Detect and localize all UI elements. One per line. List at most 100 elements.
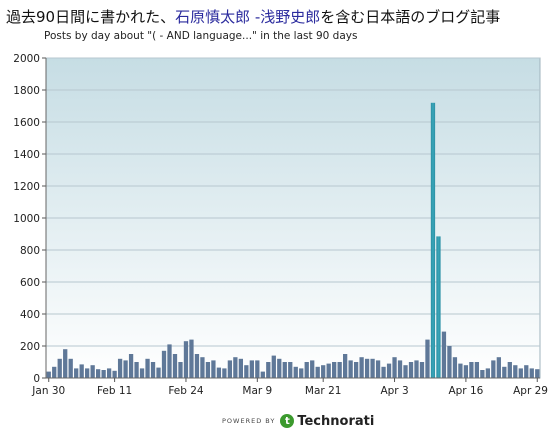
bar <box>370 358 375 378</box>
bar-chart: 0 200 400 600 800 1000 1200 1400 1600 1800 2000 Jan… <box>13 53 548 397</box>
y-tick-label: 1800 <box>13 85 40 97</box>
title-query[interactable]: 石原慎太郎 -浅野史郎 <box>175 8 321 26</box>
bar <box>90 365 95 378</box>
bar <box>227 360 233 378</box>
bar <box>216 367 222 378</box>
bar <box>397 360 403 378</box>
y-tick-label: 400 <box>20 309 40 321</box>
bar <box>299 368 304 378</box>
bar <box>150 362 156 378</box>
bar <box>260 371 265 378</box>
bar <box>315 366 320 378</box>
bar <box>282 362 287 378</box>
bar <box>277 358 282 378</box>
bar <box>518 368 523 378</box>
x-tick-label: Feb 11 <box>97 385 132 397</box>
bar <box>381 366 386 378</box>
x-tick-label: Mar 9 <box>242 385 272 397</box>
bar <box>408 362 414 378</box>
bar <box>271 355 276 378</box>
bar <box>375 360 381 378</box>
powered-by-footer[interactable]: POWERED BY t Technorati <box>222 412 374 430</box>
bar <box>326 363 331 378</box>
x-tick-label: Feb 24 <box>168 385 204 397</box>
bar <box>145 358 150 378</box>
bar <box>419 362 425 378</box>
spike-bar <box>436 236 441 378</box>
bar <box>52 366 57 378</box>
bar <box>238 358 243 378</box>
bar <box>348 360 353 378</box>
bar <box>496 357 501 378</box>
bar <box>458 363 463 378</box>
bar <box>255 360 260 378</box>
bar <box>205 362 211 378</box>
bar <box>535 369 540 378</box>
bar <box>293 366 298 378</box>
title-prefix: 過去90日間に書かれた、 <box>6 8 176 26</box>
bar <box>474 362 480 378</box>
bar <box>68 358 73 378</box>
bar <box>266 362 271 378</box>
bar <box>321 365 326 378</box>
bar <box>211 360 216 378</box>
x-tick-label: Apr 16 <box>448 385 483 397</box>
bar <box>244 365 249 378</box>
bar <box>491 360 496 378</box>
bar <box>79 364 84 378</box>
bar <box>529 368 534 378</box>
y-tick-label: 1600 <box>13 117 40 129</box>
bar <box>167 344 172 378</box>
y-tick-label: 200 <box>20 341 40 353</box>
bar <box>392 357 397 378</box>
bar <box>507 362 512 378</box>
bar <box>189 339 194 378</box>
title-suffix: を含む日本語のブログ記事 <box>320 8 501 26</box>
bar <box>386 363 392 378</box>
technorati-brand: Technorati <box>297 413 375 429</box>
technorati-logo-icon: t <box>280 414 295 428</box>
bar <box>57 358 62 378</box>
bar <box>403 365 408 378</box>
bar <box>425 339 430 378</box>
x-tick-label: Jan 30 <box>31 385 65 397</box>
y-tick-label: 2000 <box>13 53 40 65</box>
bar <box>485 368 490 378</box>
bar <box>123 360 128 378</box>
bar <box>63 349 68 378</box>
y-tick-label: 1000 <box>13 213 40 225</box>
bar <box>513 365 518 378</box>
bar <box>343 354 348 378</box>
bar <box>524 365 529 378</box>
bar <box>134 362 139 378</box>
bar <box>463 365 469 378</box>
bar <box>233 357 238 378</box>
chart-subtitle: Posts by day about "( - AND language..."… <box>44 30 358 42</box>
powered-by-label: POWERED BY <box>222 417 276 425</box>
bar <box>310 360 315 378</box>
bar <box>414 360 419 378</box>
y-tick-label: 1200 <box>13 181 40 193</box>
bar <box>139 368 145 378</box>
bar <box>480 370 485 378</box>
bar <box>161 350 167 378</box>
bar <box>183 341 189 378</box>
bar <box>178 362 183 378</box>
y-tick-label: 0 <box>33 373 40 385</box>
bar <box>441 331 447 378</box>
bar <box>172 354 178 378</box>
bar <box>452 357 458 378</box>
bar <box>46 371 51 378</box>
x-tick-label: Mar 21 <box>305 385 342 397</box>
bar <box>85 368 90 378</box>
bar <box>469 362 474 378</box>
y-tick-label: 600 <box>20 277 40 289</box>
y-tick-label: 1400 <box>13 149 40 161</box>
x-tick-label: Apr 29 <box>513 385 548 397</box>
bar <box>249 360 254 378</box>
bar <box>222 368 227 378</box>
x-tick-label: Apr 3 <box>380 385 408 397</box>
bar <box>337 362 342 378</box>
bar <box>156 367 161 378</box>
bar <box>194 354 200 378</box>
